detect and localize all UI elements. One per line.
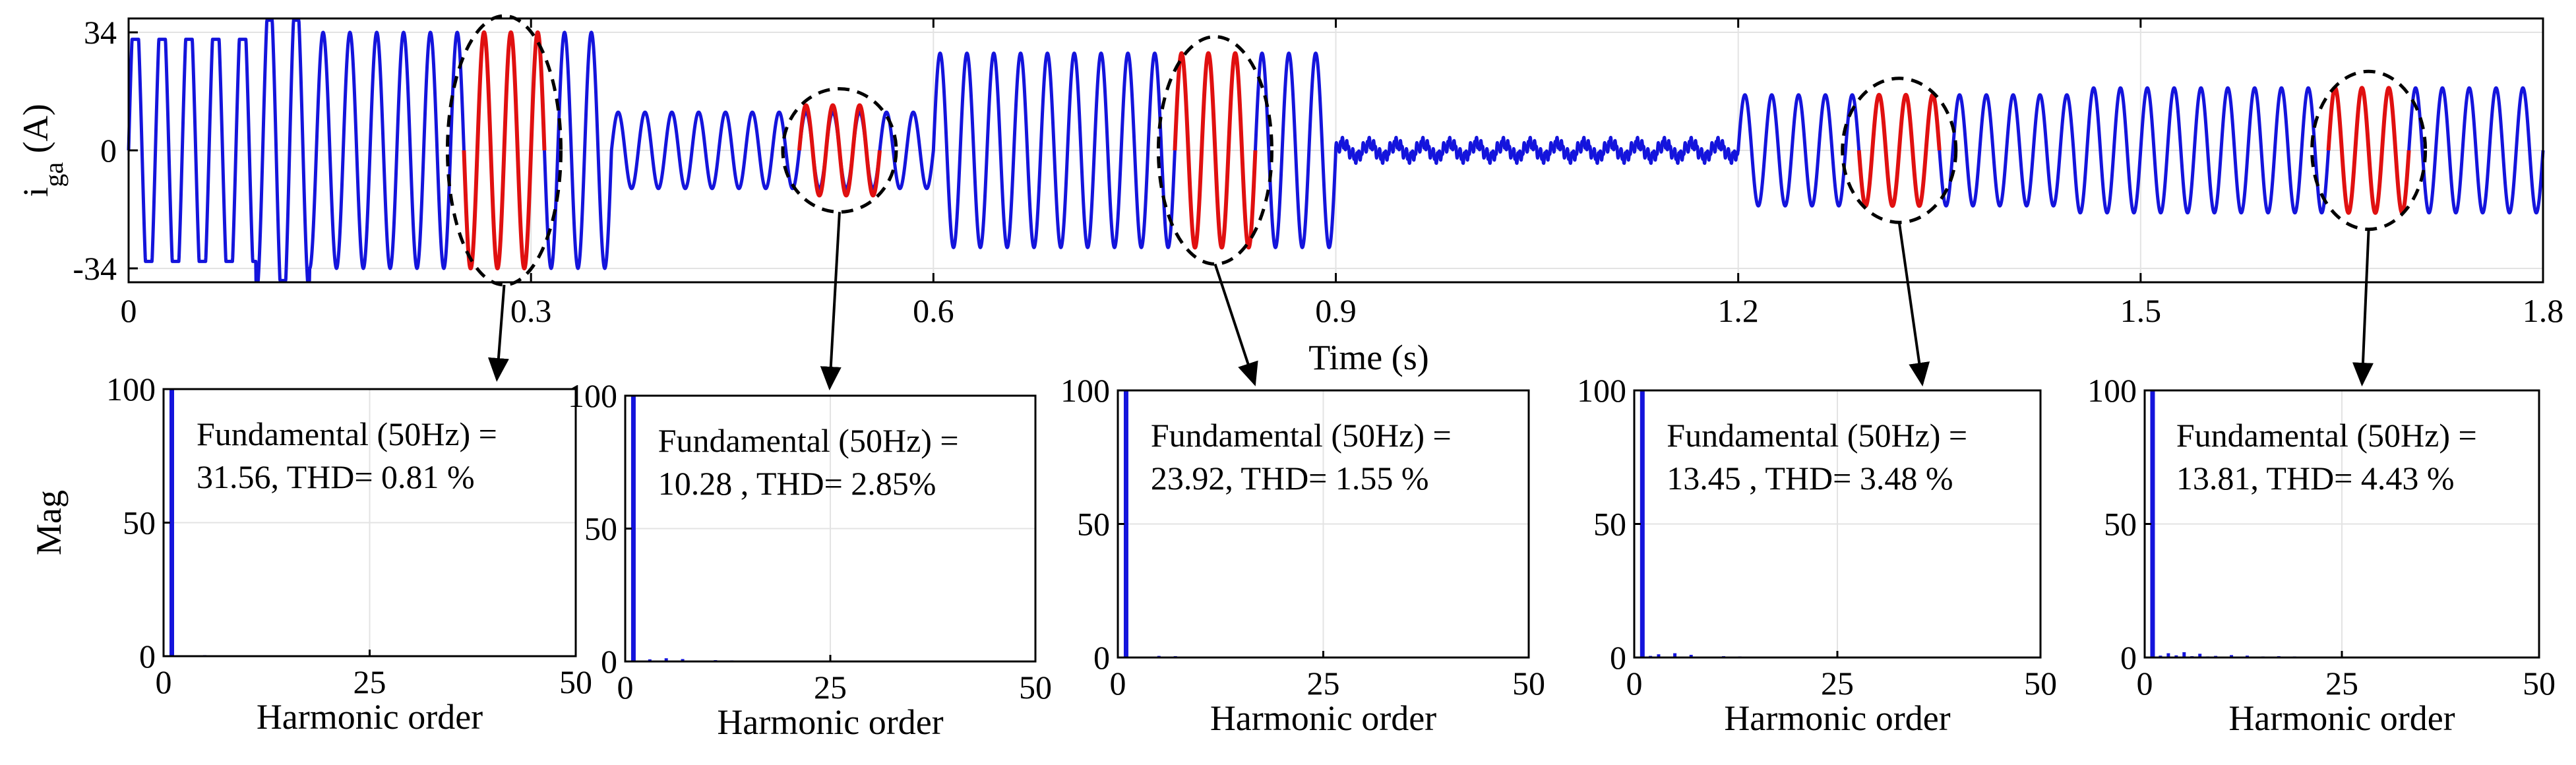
fft3-ytick-label: 0 xyxy=(1093,639,1110,676)
fft2-xlabel: Harmonic order xyxy=(717,702,943,742)
fft3-bar-h1 xyxy=(1123,390,1128,658)
fft1-xtick-label: 25 xyxy=(353,663,386,700)
fft1-annotation-line1: Fundamental (50Hz) = xyxy=(197,415,497,452)
fft2-xtick-label: 25 xyxy=(814,669,847,706)
fft4-xtick-label: 50 xyxy=(2024,665,2057,702)
fft2-annotation-line2: 10.28 , THD= 2.85% xyxy=(658,465,936,502)
fft4-ytick-label: 0 xyxy=(1610,639,1626,676)
fft3-xtick-label: 25 xyxy=(1307,665,1340,702)
fft2-bar-h3 xyxy=(648,659,652,661)
main-xlabel: Time (s) xyxy=(1308,338,1429,377)
fft-window-ellipse-3 xyxy=(1156,35,1273,266)
main-xtick-label: 0.3 xyxy=(510,292,552,329)
fft4-arrow xyxy=(1897,222,1930,386)
fft5-xtick-label: 0 xyxy=(2137,665,2153,702)
fft-window-ellipse-4 xyxy=(1841,76,1958,224)
fft1-ytick-label: 0 xyxy=(139,638,156,675)
fft5-bar-h5 xyxy=(2182,652,2186,658)
fft3-annotation-line2: 23.92, THD= 1.55 % xyxy=(1151,460,1429,497)
fft5-ytick-label: 50 xyxy=(2104,506,2137,543)
fft1-bar-h1 xyxy=(169,389,174,656)
fft5-ytick-label: 100 xyxy=(2087,372,2137,409)
fft-window-ellipse-1 xyxy=(445,14,563,287)
fft1-ytick-label: 100 xyxy=(106,371,156,408)
fft1-ytick-label: 50 xyxy=(123,505,156,541)
main-xtick-label: 1.8 xyxy=(2523,292,2564,329)
fft2-bar-h1 xyxy=(630,396,636,661)
main-xtick-label: 0 xyxy=(121,292,137,329)
fft3-xlabel: Harmonic order xyxy=(1210,698,1436,738)
fft-window-ellipse-2 xyxy=(781,87,898,214)
main-xtick-label: 0.6 xyxy=(913,292,954,329)
fft4-xtick-label: 0 xyxy=(1626,665,1643,702)
fft5-xlabel: Harmonic order xyxy=(2228,698,2455,738)
fft1-ylabel: Mag xyxy=(29,490,69,555)
fft2-xtick-label: 50 xyxy=(1019,669,1052,706)
main-xtick-label: 0.9 xyxy=(1315,292,1357,329)
main-xtick-label: 1.5 xyxy=(2120,292,2162,329)
fft5-xtick-label: 25 xyxy=(2325,665,2358,702)
fft4-annotation-line2: 13.45 , THD= 3.48 % xyxy=(1667,460,1953,497)
fft5-bar-h3 xyxy=(2166,653,2170,658)
fft2-annotation-line1: Fundamental (50Hz) = xyxy=(658,422,959,459)
fft4-annotation-line1: Fundamental (50Hz) = xyxy=(1667,417,1967,454)
fft2-ytick-label: 50 xyxy=(584,510,617,547)
fft5-bar-h4 xyxy=(2174,655,2178,658)
fft5-bar-h7 xyxy=(2198,654,2202,658)
fft5-xtick-label: 50 xyxy=(2523,665,2556,702)
fft4-bar-h1 xyxy=(1640,390,1645,658)
fft4-bar-h3 xyxy=(1657,654,1661,658)
main-ytick-label: 34 xyxy=(84,14,117,51)
fft1-xtick-label: 0 xyxy=(156,663,172,700)
fft2-ytick-label: 100 xyxy=(568,377,617,414)
fft-window-5 xyxy=(2326,86,2411,215)
main-ytick-label: -34 xyxy=(73,250,117,287)
fft5-annotation-line1: Fundamental (50Hz) = xyxy=(2176,417,2477,454)
main-ytick-label: 0 xyxy=(100,132,117,169)
fft2-ytick-label: 0 xyxy=(601,643,617,680)
fft3-annotation-line1: Fundamental (50Hz) = xyxy=(1151,417,1452,454)
fft1-xtick-label: 50 xyxy=(559,663,592,700)
fft1-arrow xyxy=(487,284,509,382)
fft3-xtick-label: 50 xyxy=(1512,665,1545,702)
fft5-bar-h1 xyxy=(2150,390,2155,658)
fft4-ytick-label: 50 xyxy=(1593,506,1626,543)
main-ylabel-subscript: ga xyxy=(39,162,69,187)
fft1-xlabel: Harmonic order xyxy=(257,697,483,737)
fft2-arrow xyxy=(820,212,842,390)
fft2-bar-h7 xyxy=(681,659,685,661)
fft5-arrow xyxy=(2352,229,2374,386)
fft2-bar-h5 xyxy=(664,658,668,661)
main-ylabel-symbol: i xyxy=(16,187,55,197)
fft4-bar-h7 xyxy=(1689,654,1693,658)
fft5-annotation-line2: 13.81, THD= 4.43 % xyxy=(2176,460,2455,497)
main-ylabel-unit: (A) xyxy=(16,104,55,162)
fft5-bar-h11 xyxy=(2230,655,2234,658)
main-xtick-label: 1.2 xyxy=(1717,292,1759,329)
fft-window-4 xyxy=(1856,92,1942,208)
fft1-annotation-line2: 31.56, THD= 0.81 % xyxy=(197,458,475,495)
fft4-xlabel: Harmonic order xyxy=(1724,698,1950,738)
fft5-ytick-label: 0 xyxy=(2120,639,2137,676)
fft4-ytick-label: 100 xyxy=(1577,372,1626,409)
fft4-xtick-label: 25 xyxy=(1821,665,1854,702)
fft3-xtick-label: 0 xyxy=(1110,665,1126,702)
fft-window-2 xyxy=(797,103,882,198)
fft4-bar-h5 xyxy=(1673,653,1677,658)
fft3-ytick-label: 100 xyxy=(1060,372,1110,409)
fft-window-3 xyxy=(1173,51,1258,250)
main-ylabel: iga (A) xyxy=(16,104,69,197)
fft-window-1 xyxy=(462,30,547,270)
fft3-ytick-label: 50 xyxy=(1077,506,1110,543)
fft3-arrow xyxy=(1213,263,1258,386)
fft2-xtick-label: 0 xyxy=(617,669,634,706)
